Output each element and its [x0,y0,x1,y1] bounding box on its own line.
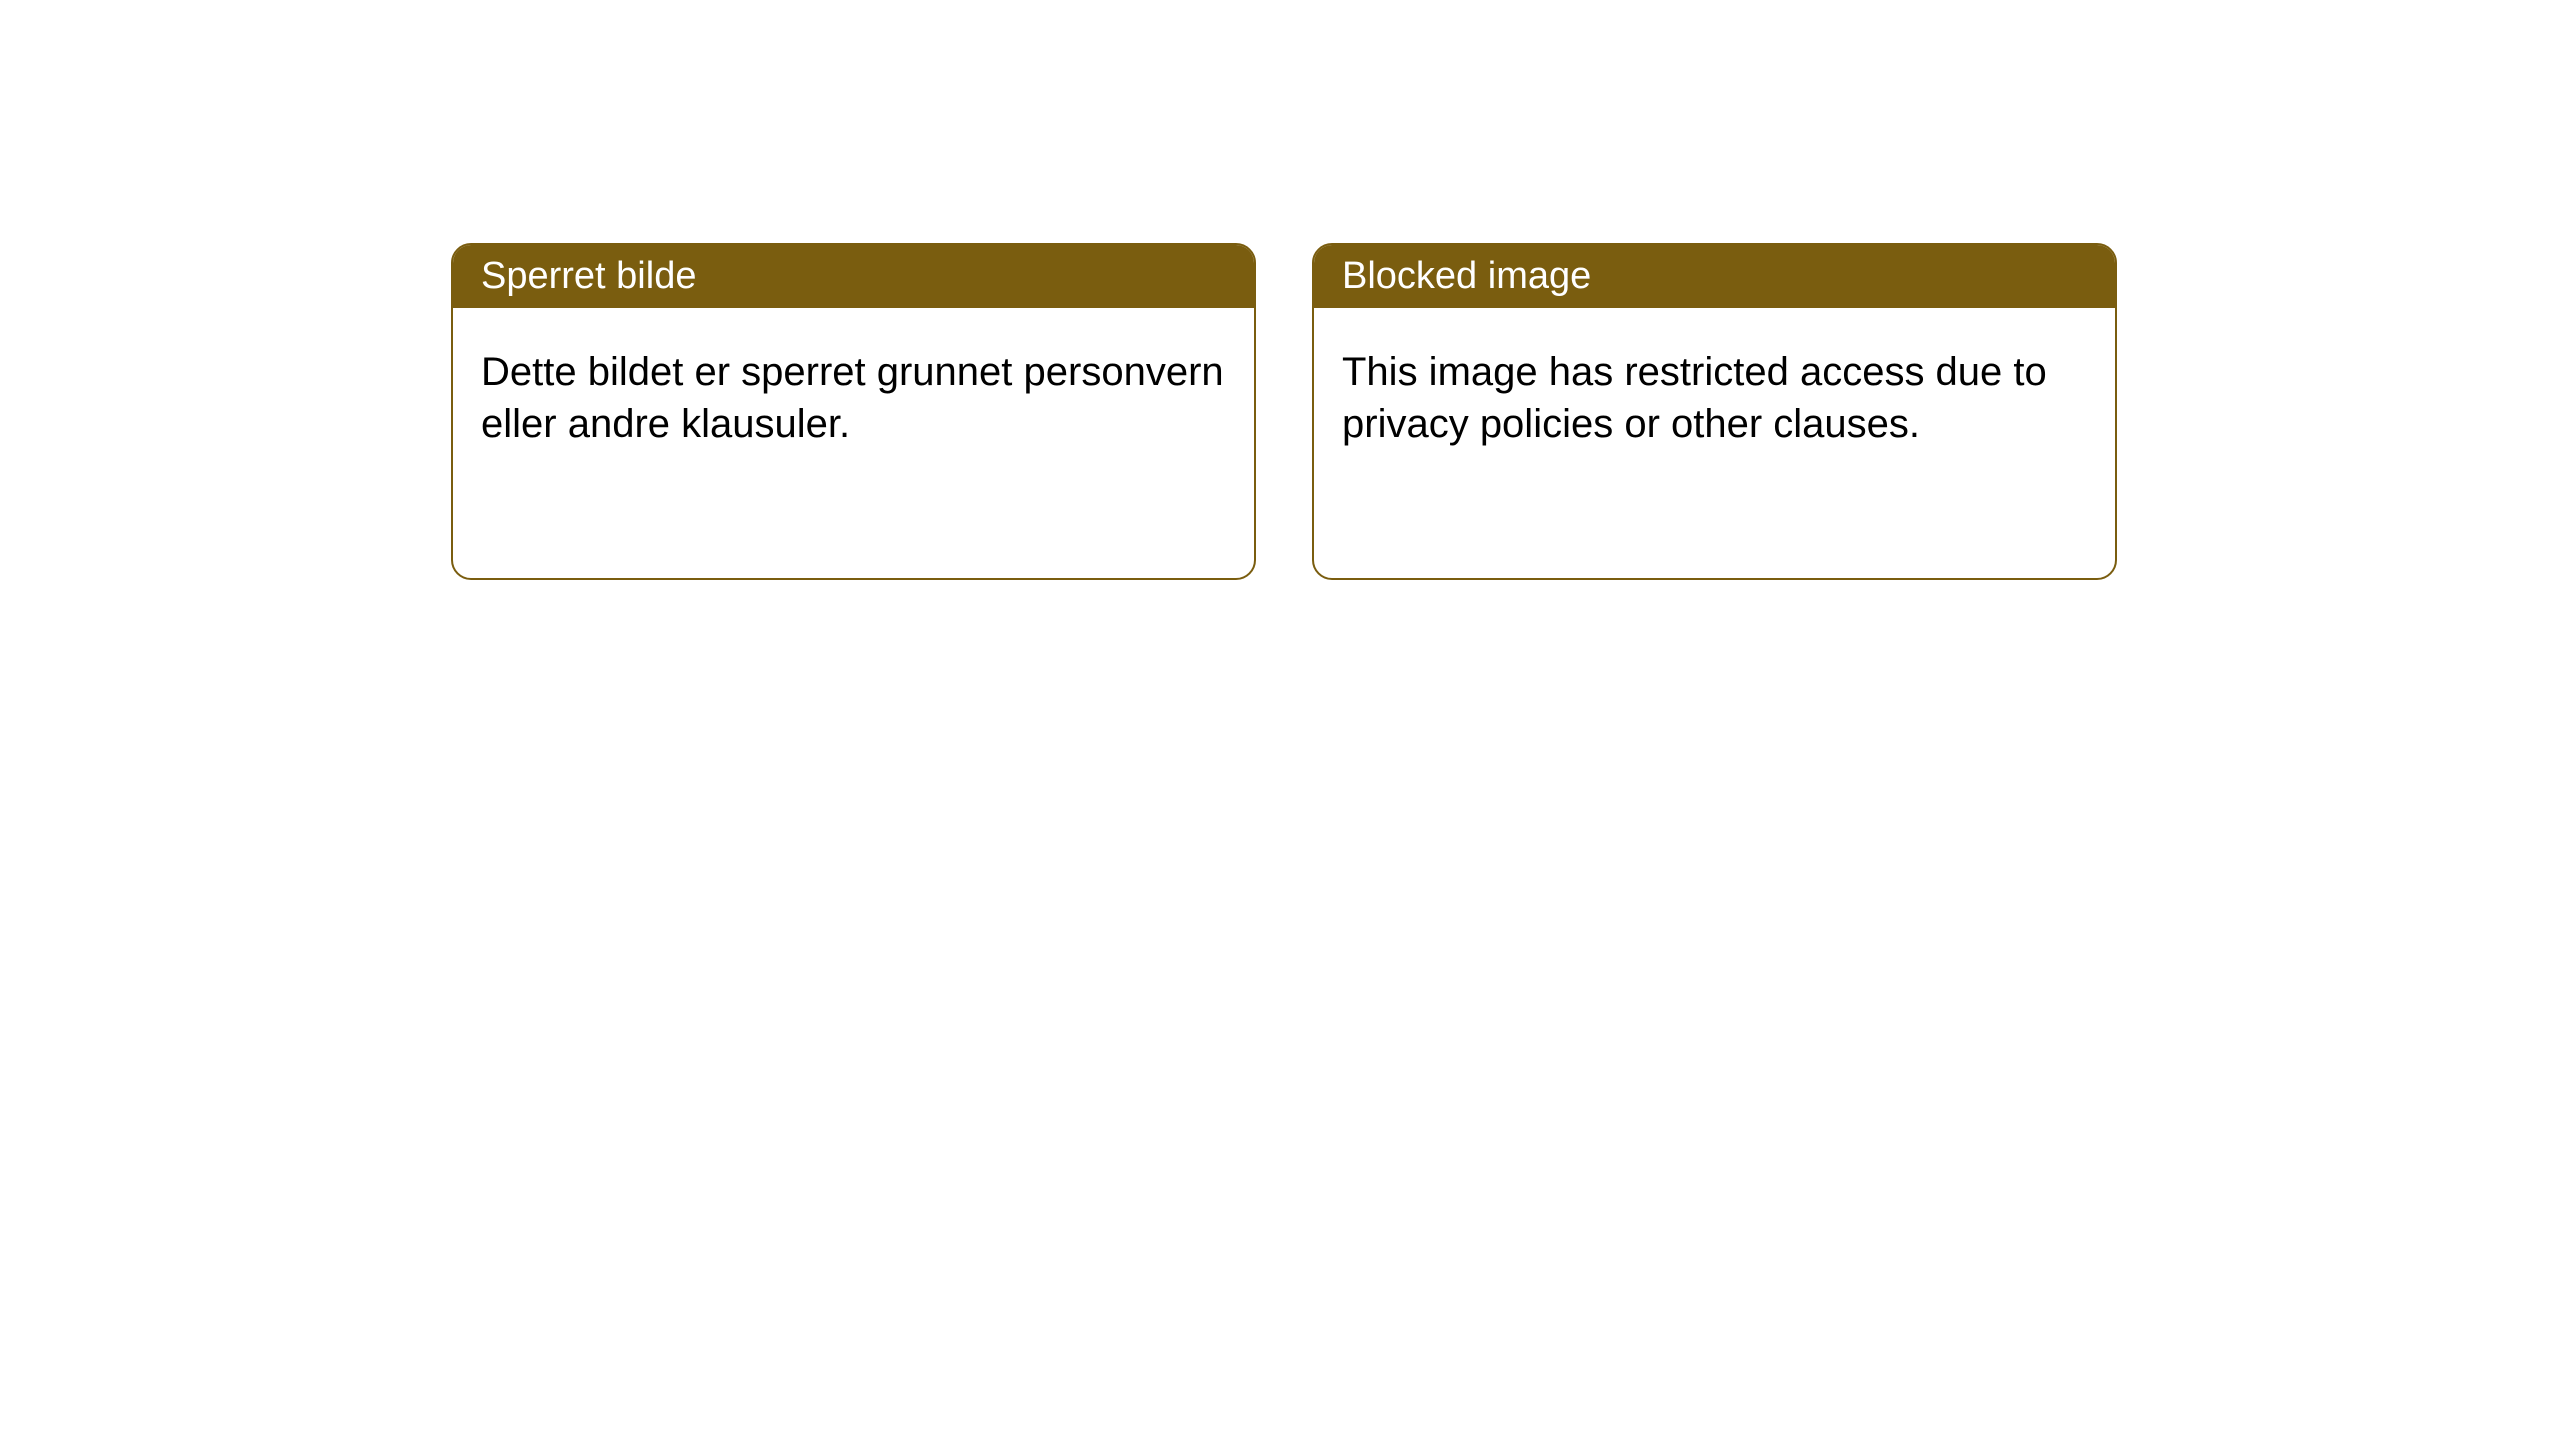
notice-container: Sperret bilde Dette bildet er sperret gr… [451,243,2117,580]
card-title: Sperret bilde [481,255,696,297]
card-body-text: This image has restricted access due to … [1342,350,2047,446]
card-title: Blocked image [1342,255,1591,297]
notice-card-english: Blocked image This image has restricted … [1312,243,2117,580]
card-body: Dette bildet er sperret grunnet personve… [453,308,1254,488]
notice-card-norwegian: Sperret bilde Dette bildet er sperret gr… [451,243,1256,580]
card-body-text: Dette bildet er sperret grunnet personve… [481,350,1224,446]
card-header: Blocked image [1314,245,2115,308]
card-header: Sperret bilde [453,245,1254,308]
card-body: This image has restricted access due to … [1314,308,2115,488]
